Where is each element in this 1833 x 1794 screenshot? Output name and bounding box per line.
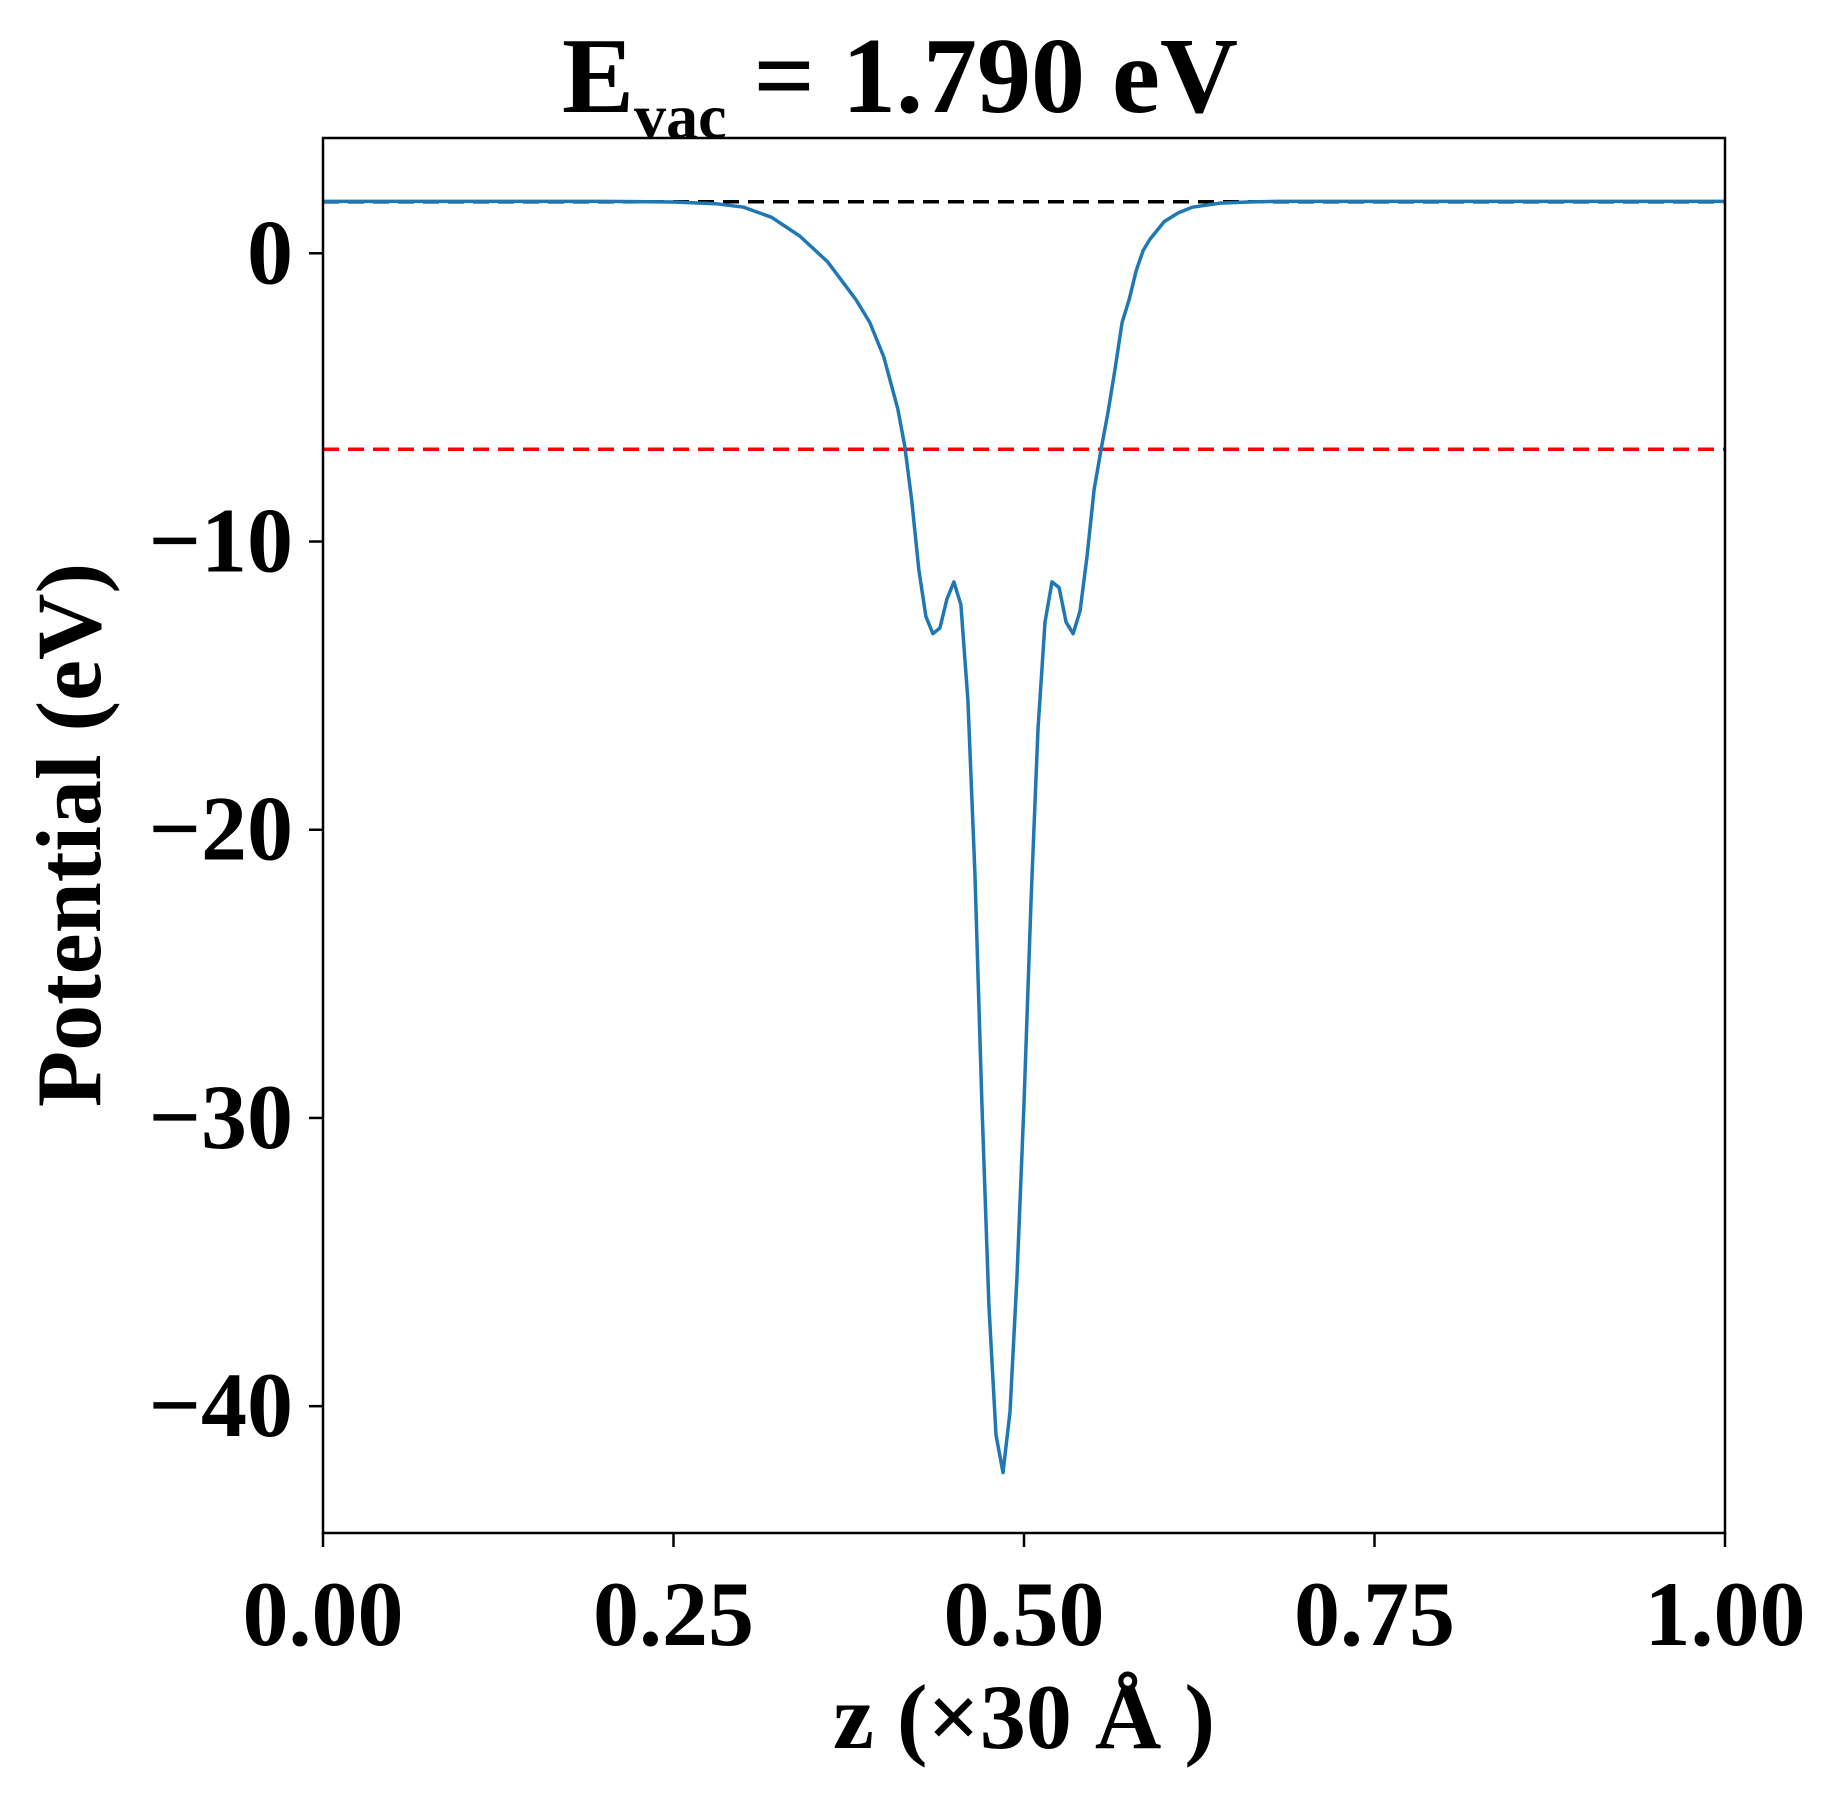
series-line-0 [323, 199, 1725, 1475]
x-tick-label: 0.00 [243, 1563, 404, 1665]
chart-title-main: E [562, 17, 634, 136]
x-tick-label: 0.25 [593, 1563, 754, 1665]
y-tick-label: −10 [149, 490, 293, 592]
y-tick-label: −30 [149, 1066, 293, 1168]
x-tick-label: 0.50 [944, 1563, 1105, 1665]
y-tick-label: 0 [247, 201, 293, 303]
chart-title: Evac = 1.790 eV [562, 17, 1238, 152]
y-axis-label: Potential (eV) [18, 563, 120, 1107]
chart-title-subscript: vac [634, 81, 726, 152]
plot-area: 0.00 0.25 0.50 0.75 1.00 0 −10 −20 −30 −40 [149, 136, 1806, 1665]
x-tick-label: 1.00 [1645, 1563, 1806, 1665]
reference-lines [323, 199, 1725, 452]
series-group [323, 199, 1725, 1475]
x-ticks: 0.00 0.25 0.50 0.75 1.00 [243, 1533, 1806, 1665]
y-tick-label: −40 [149, 1354, 293, 1456]
y-tick-label: −20 [149, 778, 293, 880]
chart-title-rest: = 1.790 eV [726, 17, 1237, 136]
y-ticks: 0 −10 −20 −30 −40 [149, 201, 323, 1456]
plot-frame [321, 136, 1727, 1535]
x-tick-label: 0.75 [1294, 1563, 1455, 1665]
x-axis-label: z (×30 Å ) [833, 1666, 1215, 1768]
